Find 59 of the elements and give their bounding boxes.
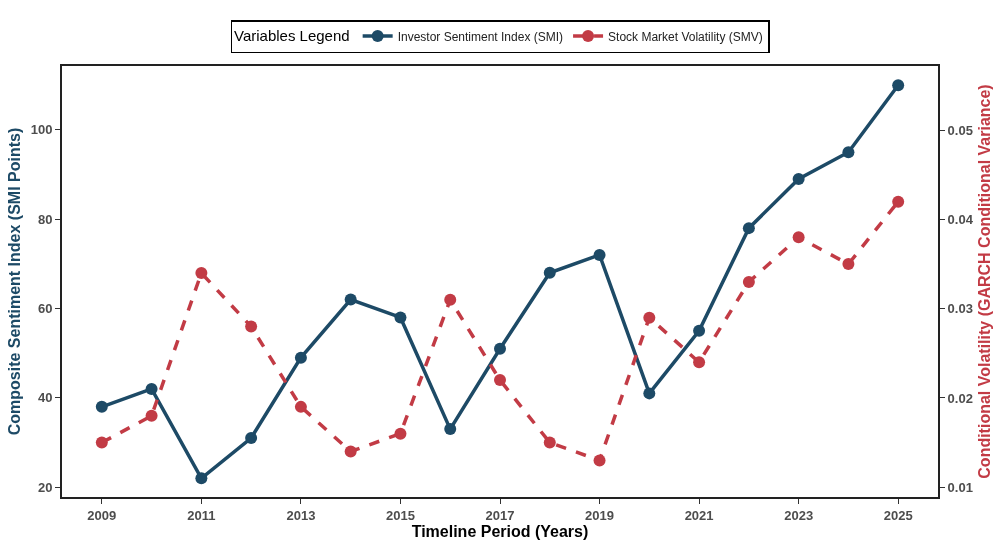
point — [792, 173, 805, 185]
point — [792, 231, 805, 244]
point — [95, 400, 108, 413]
y2-axis-title: Conditional Volatility (GARCH Conditional Variance) — [975, 84, 993, 479]
x-tick-label: 2019 — [585, 507, 615, 523]
y-tick-label: 100 — [30, 122, 53, 138]
legend-label: Stock Market Volatility (SMV) — [608, 29, 763, 44]
point — [494, 342, 506, 355]
point — [643, 311, 656, 324]
point — [543, 266, 556, 279]
point — [95, 436, 108, 449]
y-tick-label: 80 — [37, 211, 53, 227]
point — [643, 387, 656, 400]
point — [543, 436, 556, 449]
point — [245, 320, 258, 333]
point — [195, 267, 208, 280]
x-tick-label: 2009 — [87, 507, 117, 523]
point — [444, 293, 457, 306]
point — [494, 374, 506, 387]
y2-tick-label: 0.01 — [947, 479, 973, 495]
point — [742, 222, 755, 235]
point — [294, 351, 307, 364]
point — [394, 427, 407, 440]
y2-tick-label: 0.04 — [947, 212, 974, 228]
x-axis-title: Timeline Period (Years) — [411, 522, 589, 540]
point — [344, 293, 357, 306]
point — [693, 356, 706, 369]
x-tick-label: 2013 — [286, 507, 316, 523]
point — [145, 409, 158, 422]
y2-tick-label: 0.03 — [947, 301, 973, 317]
point — [344, 445, 357, 458]
y2-tick-label: 0.02 — [947, 390, 973, 406]
point — [693, 324, 706, 337]
x-tick-label: 2015 — [385, 507, 415, 523]
point — [892, 195, 905, 208]
point — [593, 248, 606, 261]
point — [444, 423, 457, 436]
point — [245, 432, 258, 445]
y-axis-title: Composite Sentiment Index (SMI Points) — [6, 127, 24, 436]
point — [195, 472, 208, 485]
point — [742, 275, 755, 288]
x-tick-label: 2025 — [883, 507, 913, 523]
y-tick-label: 40 — [37, 390, 53, 406]
point — [294, 400, 307, 413]
legend-label: Investor Sentiment Index (SMI) — [397, 29, 564, 44]
x-tick-label: 2023 — [784, 507, 814, 523]
legend-title: Variables Legend — [234, 27, 350, 45]
y2-tick-label: 0.05 — [947, 122, 973, 138]
point — [842, 258, 855, 271]
x-tick-label: 2011 — [187, 507, 216, 523]
x-tick-label: 2017 — [485, 507, 515, 523]
point — [145, 382, 158, 395]
y-tick-label: 60 — [37, 301, 53, 317]
point — [892, 79, 905, 92]
point — [842, 146, 855, 159]
point — [593, 454, 606, 467]
point — [394, 311, 407, 324]
y-tick-label: 20 — [37, 479, 53, 495]
x-tick-label: 2021 — [684, 507, 714, 523]
